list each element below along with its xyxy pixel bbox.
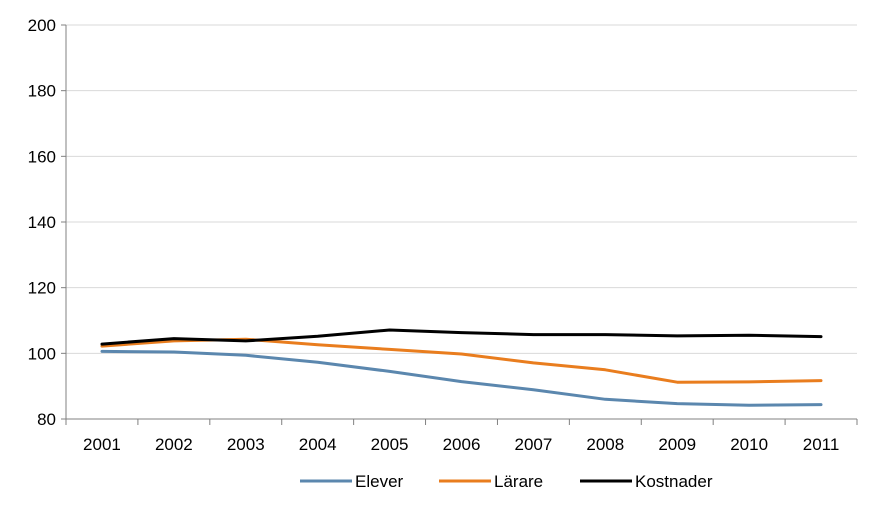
y-axis-ticks: 80 100 120 140 160 180 200 bbox=[28, 16, 66, 429]
y-tick-label: 80 bbox=[37, 410, 56, 429]
x-tick-label: 2003 bbox=[227, 435, 265, 454]
x-tick-label: 2009 bbox=[658, 435, 696, 454]
legend-item: Kostnader bbox=[580, 472, 713, 491]
legend-label: Elever bbox=[355, 472, 404, 491]
series-line-kostnader bbox=[100, 328, 823, 346]
y-tick-label: 100 bbox=[28, 344, 56, 363]
x-tick-label: 2011 bbox=[803, 435, 840, 454]
x-axis-ticks: 2001 2002 2003 2004 2005 2006 2007 2008 2009 2010… bbox=[65, 419, 858, 454]
y-tick-label: 120 bbox=[28, 279, 56, 298]
x-tick-label: 2002 bbox=[155, 435, 193, 454]
x-tick-label: 2004 bbox=[299, 435, 337, 454]
x-tick-label: 2006 bbox=[443, 435, 481, 454]
series-line-lärare bbox=[100, 337, 823, 384]
x-tick-label: 2001 bbox=[83, 435, 121, 454]
y-tick-label: 160 bbox=[28, 147, 56, 166]
legend-label: Lärare bbox=[494, 472, 543, 491]
legend-item: Elever bbox=[300, 472, 404, 491]
legend-item: Lärare bbox=[439, 472, 543, 491]
legend-label: Kostnader bbox=[635, 472, 713, 491]
y-tick-label: 140 bbox=[28, 213, 56, 232]
y-tick-label: 200 bbox=[28, 16, 56, 35]
x-tick-label: 2008 bbox=[586, 435, 624, 454]
x-tick-label: 2005 bbox=[371, 435, 409, 454]
x-tick-label: 2007 bbox=[514, 435, 552, 454]
legend: Elever Lärare Kostnader bbox=[300, 472, 713, 491]
x-tick-label: 2010 bbox=[730, 435, 768, 454]
y-tick-label: 180 bbox=[28, 82, 56, 101]
series-line-elever bbox=[100, 349, 823, 407]
gridlines bbox=[66, 24, 857, 354]
series-lines bbox=[100, 328, 823, 407]
